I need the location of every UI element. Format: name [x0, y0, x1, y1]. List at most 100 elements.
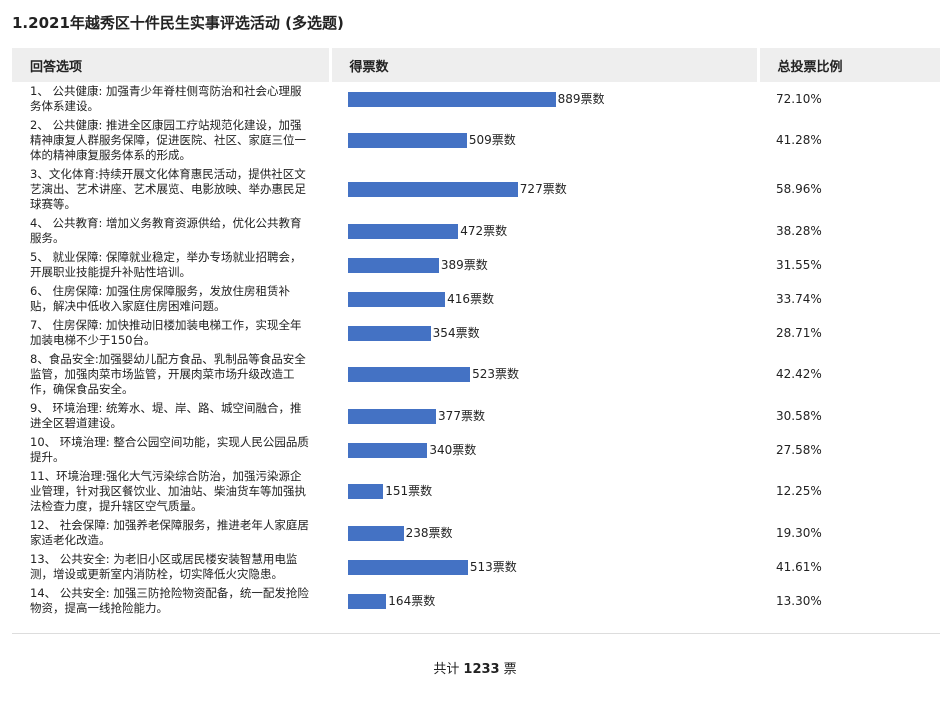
votes-label: 416票数	[447, 291, 495, 306]
votes-label: 389票数	[440, 257, 488, 272]
vote-bar	[348, 257, 439, 273]
option-text: 5、 就业保障: 保障就业稳定，举办专场就业招聘会，开展职业技能提升补贴性培训。	[30, 250, 302, 279]
row: 9、 环境治理: 统筹水、堤、岸、路、城空间融合，推进全区碧道建设。 377票数 3…	[12, 399, 940, 433]
row: 3、文化体育:持续开展文化体育惠民活动，提供社区文艺演出、艺术讲座、艺术展览、电…	[12, 165, 940, 214]
vote-bar	[348, 442, 428, 458]
ratio: 31.55%	[776, 257, 822, 272]
ratio: 27.58%	[776, 442, 822, 457]
vote-bar	[348, 91, 556, 107]
votes-label: 727票数	[519, 182, 567, 196]
votes-label: 340票数	[429, 442, 477, 457]
bar-wrap: 509票数	[348, 133, 758, 148]
vote-bar	[348, 484, 384, 499]
row: 2、 公共健康: 推进全区康园工疗站规范化建设，加强精神康复人群服务保障，促进医…	[12, 116, 940, 165]
ratio: 30.58%	[776, 408, 822, 423]
vote-bar	[348, 223, 459, 239]
header-cell: 总投票比例	[758, 48, 940, 82]
row: 6、 住房保障: 加强住房保障服务，发放住房租赁补贴，解决中低收入家庭住房困难问…	[12, 282, 940, 316]
bar-wrap: 416票数	[348, 291, 758, 307]
option-text: 1、 公共健康: 加强青少年脊柱侧弯防治和社会心理服务体系建设。	[30, 84, 302, 113]
header-row: 回答选项 得票数 总投票比例	[12, 48, 940, 82]
votes-cell: 354票数	[330, 316, 758, 350]
results-table: 回答选项 得票数 总投票比例 1、 公共健康: 加强青少年脊柱侧弯防治和社会心理…	[12, 48, 940, 618]
option-text: 10、 环境治理: 整合公园空间功能，实现人民公园品质提升。	[30, 435, 309, 464]
footer-total: 1233	[463, 662, 500, 677]
votes-label: 151票数	[385, 484, 433, 498]
bar-wrap: 727票数	[348, 182, 758, 197]
ratio: 72.10%	[776, 91, 822, 106]
votes-cell: 164票数	[330, 584, 758, 618]
bar-wrap: 164票数	[348, 593, 758, 609]
votes-cell: 389票数	[330, 248, 758, 282]
vote-bar	[348, 367, 471, 382]
row: 13、 公共安全: 为老旧小区或居民楼安装智慧用电监测，增设或更新室内消防栓，切…	[12, 550, 940, 584]
votes-cell: 377票数	[330, 399, 758, 433]
vote-bar	[348, 408, 437, 424]
votes-label: 354票数	[432, 325, 480, 340]
vote-bar	[348, 133, 467, 148]
vote-bar	[348, 182, 518, 197]
row: 11、环境治理:强化大气污染综合防治，加强污染源企业管理，针对我区餐饮业、加油站…	[12, 467, 940, 516]
bar-wrap: 889票数	[348, 91, 758, 107]
footer-prefix: 共计	[433, 662, 460, 677]
row: 4、 公共教育: 增加义务教育资源供给，优化公共教育服务。 472票数 38.28%	[12, 214, 940, 248]
ratio: 42.42%	[776, 367, 822, 381]
ratio: 19.30%	[776, 525, 822, 540]
option-text: 13、 公共安全: 为老旧小区或居民楼安装智慧用电监测，增设或更新室内消防栓，切…	[30, 552, 298, 581]
bar-wrap: 340票数	[348, 442, 758, 458]
bar-wrap: 354票数	[348, 325, 758, 341]
row: 10、 环境治理: 整合公园空间功能，实现人民公园品质提升。 340票数 27.58…	[12, 433, 940, 467]
ratio: 28.71%	[776, 325, 822, 340]
votes-cell: 513票数	[330, 550, 758, 584]
ratio: 12.25%	[776, 484, 822, 498]
vote-bar	[348, 325, 431, 341]
votes-cell: 509票数	[330, 116, 758, 165]
option-text: 3、文化体育:持续开展文化体育惠民活动，提供社区文艺演出、艺术讲座、艺术展览、电…	[30, 167, 306, 211]
vote-bar	[348, 525, 404, 541]
vote-bar	[348, 593, 387, 609]
row: 12、 社会保障: 加强养老保障服务，推进老年人家庭居家适老化改造。 238票数 1…	[12, 516, 940, 550]
votes-cell: 416票数	[330, 282, 758, 316]
ratio: 13.30%	[776, 593, 822, 608]
votes-cell: 472票数	[330, 214, 758, 248]
ratio: 41.61%	[776, 559, 822, 574]
option-text: 14、 公共安全: 加强三防抢险物资配备，统一配发抢险物资，提高一线抢险能力。	[30, 586, 309, 615]
votes-cell: 889票数	[330, 82, 758, 116]
votes-label: 164票数	[388, 593, 436, 608]
title: 1.2021年越秀区十件民生实事评选活动 (多选题)	[12, 14, 344, 32]
votes-cell: 523票数	[330, 350, 758, 399]
ratio: 38.28%	[776, 223, 822, 238]
footer: 共计 1233 票	[0, 658, 950, 677]
votes-cell: 340票数	[330, 433, 758, 467]
ratio: 41.28%	[776, 133, 822, 147]
row: 8、食品安全:加强婴幼儿配方食品、乳制品等食品安全监管，加强肉菜市场监管，开展肉…	[12, 350, 940, 399]
option-text: 11、环境治理:强化大气污染综合防治，加强污染源企业管理，针对我区餐饮业、加油站…	[30, 469, 306, 513]
option-text: 12、 社会保障: 加强养老保障服务，推进老年人家庭居家适老化改造。	[30, 518, 309, 547]
bar-wrap: 151票数	[348, 484, 758, 499]
votes-cell: 238票数	[330, 516, 758, 550]
votes-cell: 151票数	[330, 467, 758, 516]
votes-label: 238票数	[405, 525, 453, 540]
option-text: 8、食品安全:加强婴幼儿配方食品、乳制品等食品安全监管，加强肉菜市场监管，开展肉…	[30, 352, 306, 396]
option-text: 9、 环境治理: 统筹水、堤、岸、路、城空间融合，推进全区碧道建设。	[30, 401, 302, 430]
row: 14、 公共安全: 加强三防抢险物资配备，统一配发抢险物资，提高一线抢险能力。 1…	[12, 584, 940, 618]
votes-cell: 727票数	[330, 165, 758, 214]
bar-wrap: 389票数	[348, 257, 758, 273]
divider	[12, 633, 940, 634]
footer-suffix: 票	[503, 662, 517, 677]
header-cell: 得票数	[330, 48, 760, 82]
votes-label: 472票数	[460, 223, 508, 238]
votes-label: 509票数	[468, 133, 516, 147]
option-text: 7、 住房保障: 加快推动旧楼加装电梯工作，实现全年加装电梯不少于150台。	[30, 318, 302, 347]
votes-label: 377票数	[438, 408, 485, 423]
vote-bar	[348, 291, 446, 307]
row: 7、 住房保障: 加快推动旧楼加装电梯工作，实现全年加装电梯不少于150台。 35…	[12, 316, 940, 350]
bar-wrap: 377票数	[348, 408, 758, 424]
option-text: 2、 公共健康: 推进全区康园工疗站规范化建设，加强精神康复人群服务保障，促进医…	[30, 118, 306, 162]
votes-label: 523票数	[472, 367, 520, 381]
vote-bar	[348, 559, 468, 575]
bar-wrap: 238票数	[348, 525, 758, 541]
bar-wrap: 523票数	[348, 367, 758, 382]
